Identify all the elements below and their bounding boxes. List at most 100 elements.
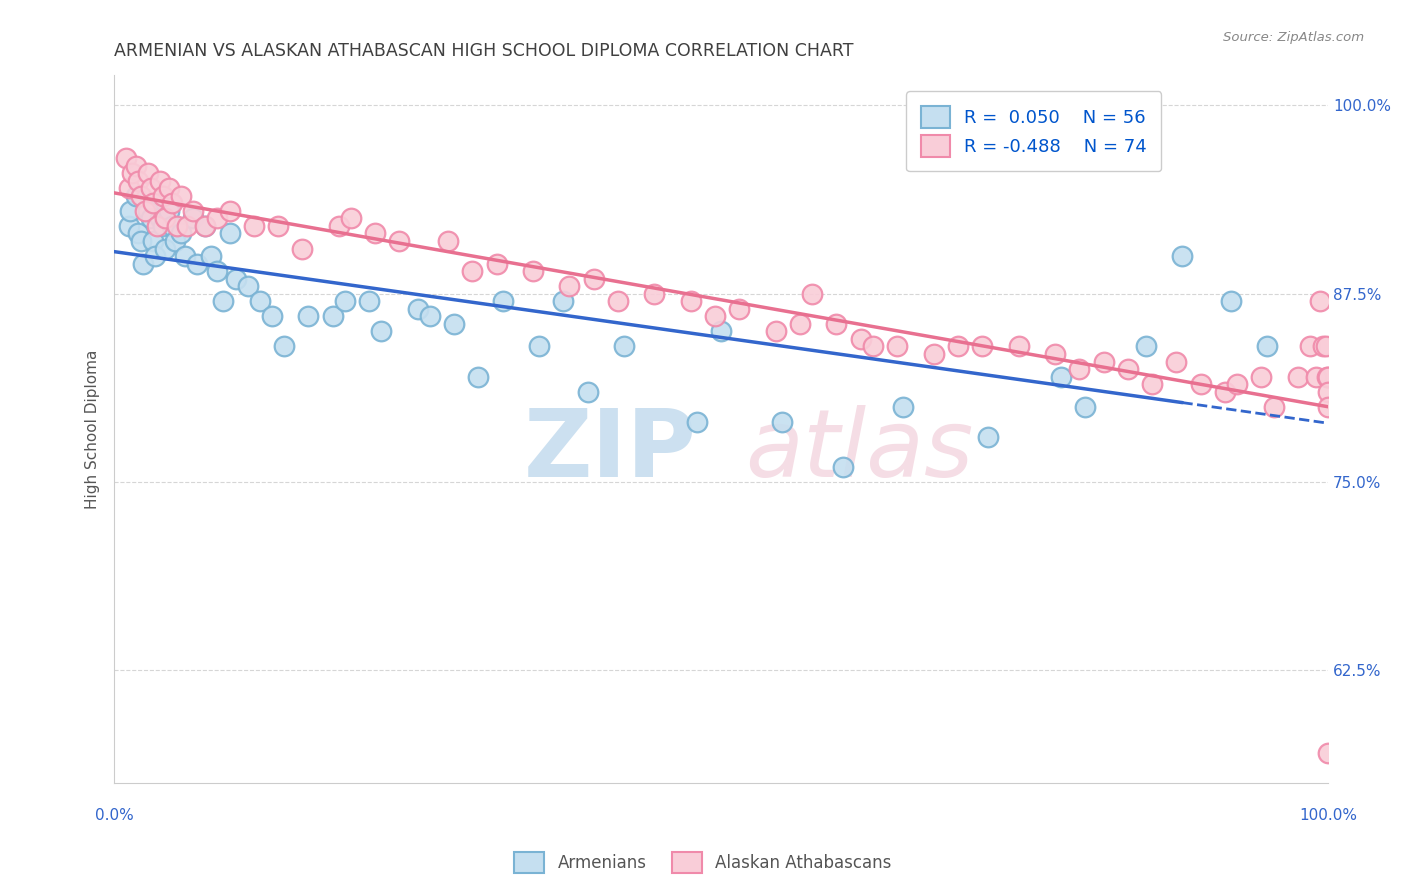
Point bbox=[359, 294, 381, 309]
Point bbox=[553, 294, 575, 309]
Point bbox=[1140, 377, 1163, 392]
Point bbox=[419, 310, 441, 324]
Text: 100.0%: 100.0% bbox=[1299, 808, 1357, 823]
Point bbox=[236, 279, 259, 293]
Point bbox=[118, 181, 141, 195]
Point bbox=[166, 219, 188, 233]
Point bbox=[1074, 400, 1097, 414]
Point bbox=[1220, 294, 1243, 309]
Point bbox=[297, 310, 319, 324]
Point bbox=[1226, 377, 1249, 392]
Point bbox=[118, 203, 141, 218]
Point bbox=[972, 339, 994, 353]
Point bbox=[862, 339, 884, 353]
Point bbox=[922, 347, 945, 361]
Point bbox=[162, 196, 184, 211]
Point bbox=[176, 219, 198, 233]
Point bbox=[163, 234, 186, 248]
Point bbox=[710, 325, 733, 339]
Point bbox=[181, 203, 204, 218]
Point bbox=[118, 219, 141, 233]
Point bbox=[607, 294, 630, 309]
Point bbox=[831, 460, 853, 475]
Point bbox=[1317, 747, 1340, 761]
Point bbox=[1263, 400, 1285, 414]
Point bbox=[728, 301, 751, 316]
Point bbox=[1189, 377, 1212, 392]
Point bbox=[443, 317, 465, 331]
Point bbox=[576, 384, 599, 399]
Point bbox=[1317, 384, 1340, 399]
Point bbox=[225, 271, 247, 285]
Point bbox=[1171, 249, 1194, 263]
Point bbox=[1043, 347, 1066, 361]
Point bbox=[613, 339, 636, 353]
Point bbox=[129, 188, 152, 202]
Point bbox=[1116, 362, 1139, 376]
Point bbox=[129, 234, 152, 248]
Point bbox=[461, 264, 484, 278]
Point bbox=[1213, 384, 1236, 399]
Point bbox=[207, 264, 229, 278]
Point bbox=[243, 219, 266, 233]
Point bbox=[770, 415, 793, 429]
Text: atlas: atlas bbox=[745, 405, 974, 496]
Point bbox=[157, 203, 180, 218]
Point bbox=[139, 211, 162, 226]
Point bbox=[333, 294, 356, 309]
Point bbox=[139, 181, 162, 195]
Point bbox=[643, 286, 665, 301]
Point bbox=[1256, 339, 1278, 353]
Point bbox=[260, 310, 283, 324]
Point bbox=[149, 174, 172, 188]
Point bbox=[125, 159, 148, 173]
Point bbox=[134, 203, 156, 218]
Point bbox=[891, 400, 914, 414]
Point bbox=[212, 294, 235, 309]
Point bbox=[849, 332, 872, 346]
Point bbox=[1166, 354, 1188, 368]
Point bbox=[328, 219, 350, 233]
Point bbox=[679, 294, 702, 309]
Point bbox=[1312, 339, 1334, 353]
Point bbox=[194, 219, 217, 233]
Point bbox=[267, 219, 290, 233]
Point bbox=[1317, 400, 1340, 414]
Point bbox=[136, 203, 159, 218]
Point bbox=[218, 203, 240, 218]
Text: 0.0%: 0.0% bbox=[94, 808, 134, 823]
Point bbox=[1007, 339, 1029, 353]
Point bbox=[946, 339, 969, 353]
Point bbox=[125, 188, 148, 202]
Point bbox=[142, 234, 165, 248]
Point bbox=[152, 188, 174, 202]
Point bbox=[340, 211, 363, 226]
Point bbox=[977, 430, 1000, 444]
Point bbox=[153, 211, 176, 226]
Point bbox=[218, 227, 240, 241]
Point bbox=[1069, 362, 1091, 376]
Point bbox=[1309, 294, 1331, 309]
Point bbox=[322, 310, 344, 324]
Point bbox=[207, 211, 229, 226]
Point bbox=[291, 242, 314, 256]
Point bbox=[1135, 339, 1157, 353]
Point bbox=[364, 227, 387, 241]
Point bbox=[273, 339, 295, 353]
Point bbox=[801, 286, 824, 301]
Point bbox=[1315, 339, 1337, 353]
Point bbox=[789, 317, 811, 331]
Point bbox=[152, 219, 174, 233]
Point bbox=[136, 166, 159, 180]
Point bbox=[200, 249, 222, 263]
Text: ARMENIAN VS ALASKAN ATHABASCAN HIGH SCHOOL DIPLOMA CORRELATION CHART: ARMENIAN VS ALASKAN ATHABASCAN HIGH SCHO… bbox=[114, 42, 853, 60]
Point bbox=[1305, 369, 1327, 384]
Point bbox=[121, 166, 143, 180]
Point bbox=[437, 234, 460, 248]
Point bbox=[1250, 369, 1272, 384]
Point bbox=[406, 301, 429, 316]
Point bbox=[492, 294, 515, 309]
Point bbox=[558, 279, 581, 293]
Point bbox=[704, 310, 727, 324]
Point bbox=[825, 317, 848, 331]
